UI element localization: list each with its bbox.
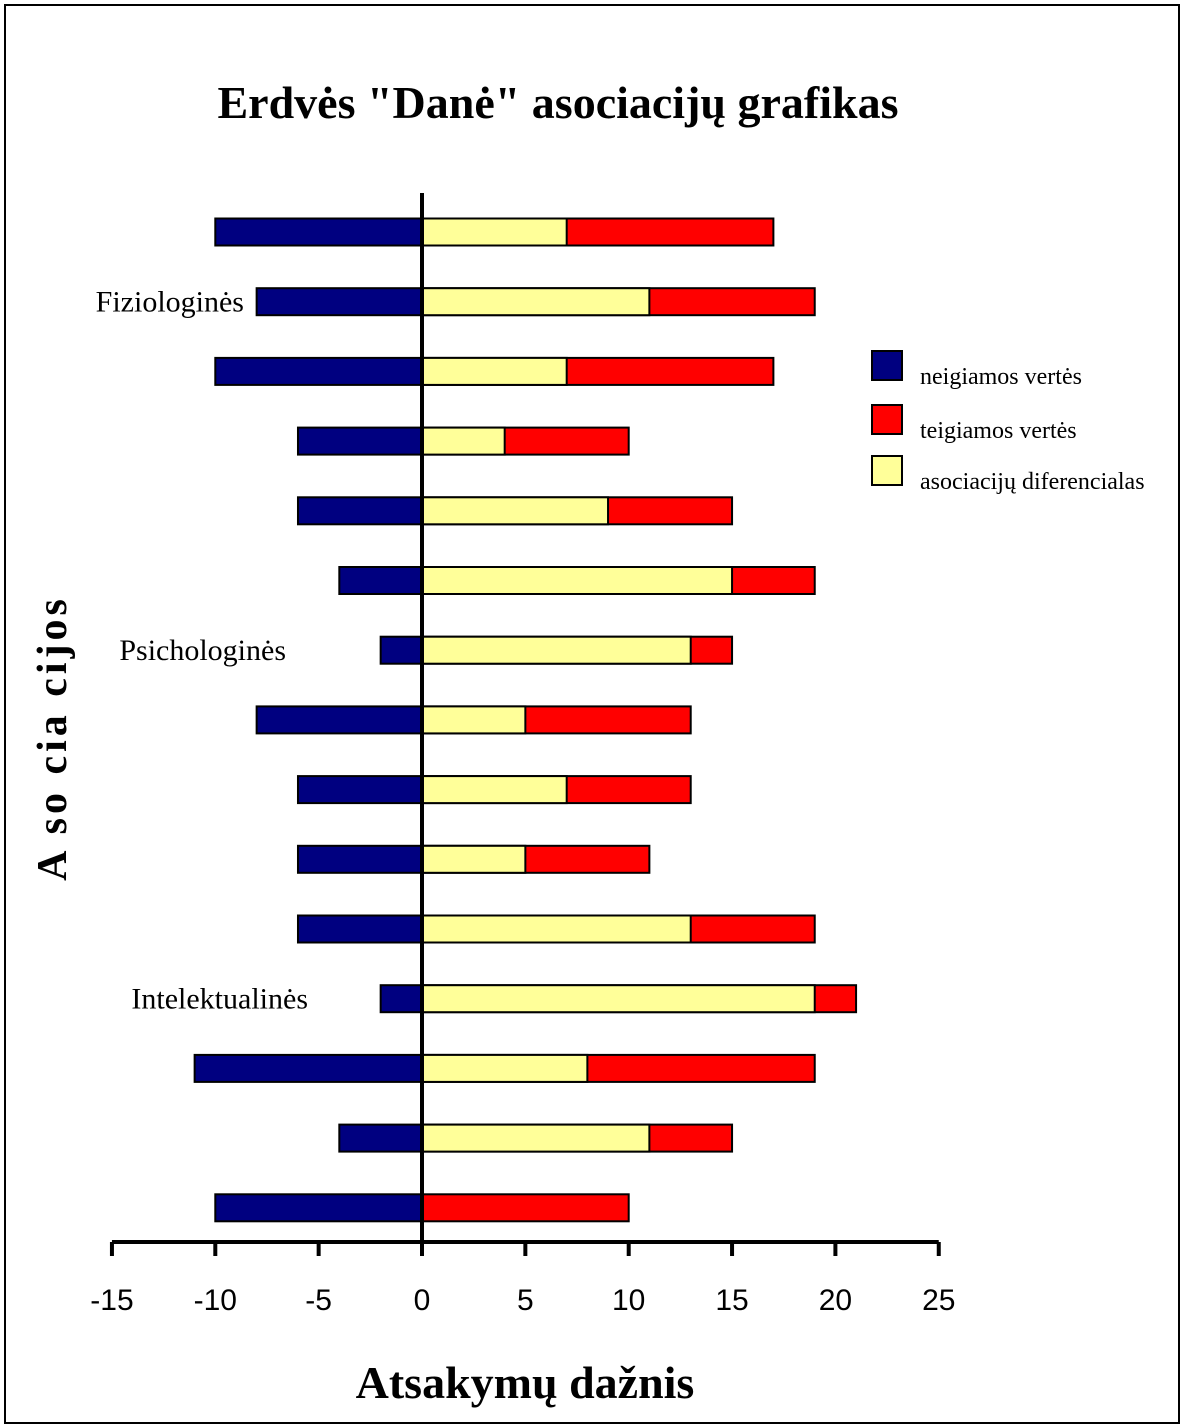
bar-diferencialas-0 [421,217,568,247]
bar-diferencialas-7 [421,705,527,735]
bar-diferencialas-9 [421,844,527,874]
axes-layer: -15 -10 -5 0 5 10 15 20 25 [90,193,955,1317]
chart-frame [4,4,1180,1424]
bar-diferencialas-2 [421,356,568,386]
bar-diferencialas-1 [421,287,651,317]
bar-neigiamos-4 [296,496,424,526]
bar-neigiamos-1 [255,287,424,317]
bar-neigiamos-9 [296,844,424,874]
x-tick-label-5: 5 [517,1284,534,1317]
bar-neigiamos-7 [255,705,424,735]
bar-neigiamos-2 [214,356,423,386]
chart-title: Erdvės "Danė" asociacijų grafikas [218,77,899,128]
legend-label-2: asociacijų diferencialas [920,469,1145,495]
bar-neigiamos-11 [379,984,424,1014]
bar-teigiamos-14 [421,1193,630,1223]
bar-diferencialas-10 [421,914,692,944]
x-tick-label-10: 10 [612,1284,645,1317]
x-tick-label-25: 25 [922,1284,955,1317]
y-axis-label: A so cia cijos [30,595,76,881]
bar-diferencialas-6 [421,635,692,665]
bar-diferencialas-5 [421,566,734,595]
x-axis-label: Atsakymų dažnis [356,1357,695,1408]
x-tick-label-15: 15 [715,1284,748,1317]
group-label-2: Intelektualinės [131,983,308,1016]
bar-diferencialas-3 [421,426,506,456]
bar-neigiamos-8 [296,775,424,805]
legend-swatch-2 [871,455,903,486]
bar-neigiamos-14 [214,1193,423,1223]
group-label-1: Psichologinės [119,634,286,667]
legend-label-0: neigiamos vertės [920,364,1082,390]
legend-swatch-0 [871,350,903,381]
bar-neigiamos-5 [338,566,424,595]
bar-neigiamos-13 [338,1123,424,1153]
legend: neigiamos vertės teigiamos vertės asociaci… [871,350,1145,495]
bar-neigiamos-10 [296,914,424,944]
bar-neigiamos-12 [193,1053,423,1083]
bar-diferencialas-4 [421,496,610,526]
x-tick-label-20: 20 [819,1284,852,1317]
group-label-0: Fiziologinės [96,286,244,319]
bar-neigiamos-6 [379,635,424,665]
x-tick-label--5: -5 [305,1284,332,1317]
bar-diferencialas-13 [421,1123,651,1153]
bar-neigiamos-3 [296,426,424,456]
bar-neigiamos-0 [214,217,423,247]
bars-layer [193,217,858,1223]
group-labels: Fiziologinės Psichologinės Intelektualinės [96,286,308,1016]
x-tick-label--15: -15 [90,1284,133,1317]
legend-swatch-1 [871,404,903,435]
bar-diferencialas-11 [421,984,816,1014]
bar-diferencialas-12 [421,1053,589,1083]
legend-label-1: teigiamos vertės [920,418,1077,444]
bar-diferencialas-8 [421,775,568,805]
x-tick-label-0: 0 [414,1284,431,1317]
x-tick-label--10: -10 [194,1284,237,1317]
